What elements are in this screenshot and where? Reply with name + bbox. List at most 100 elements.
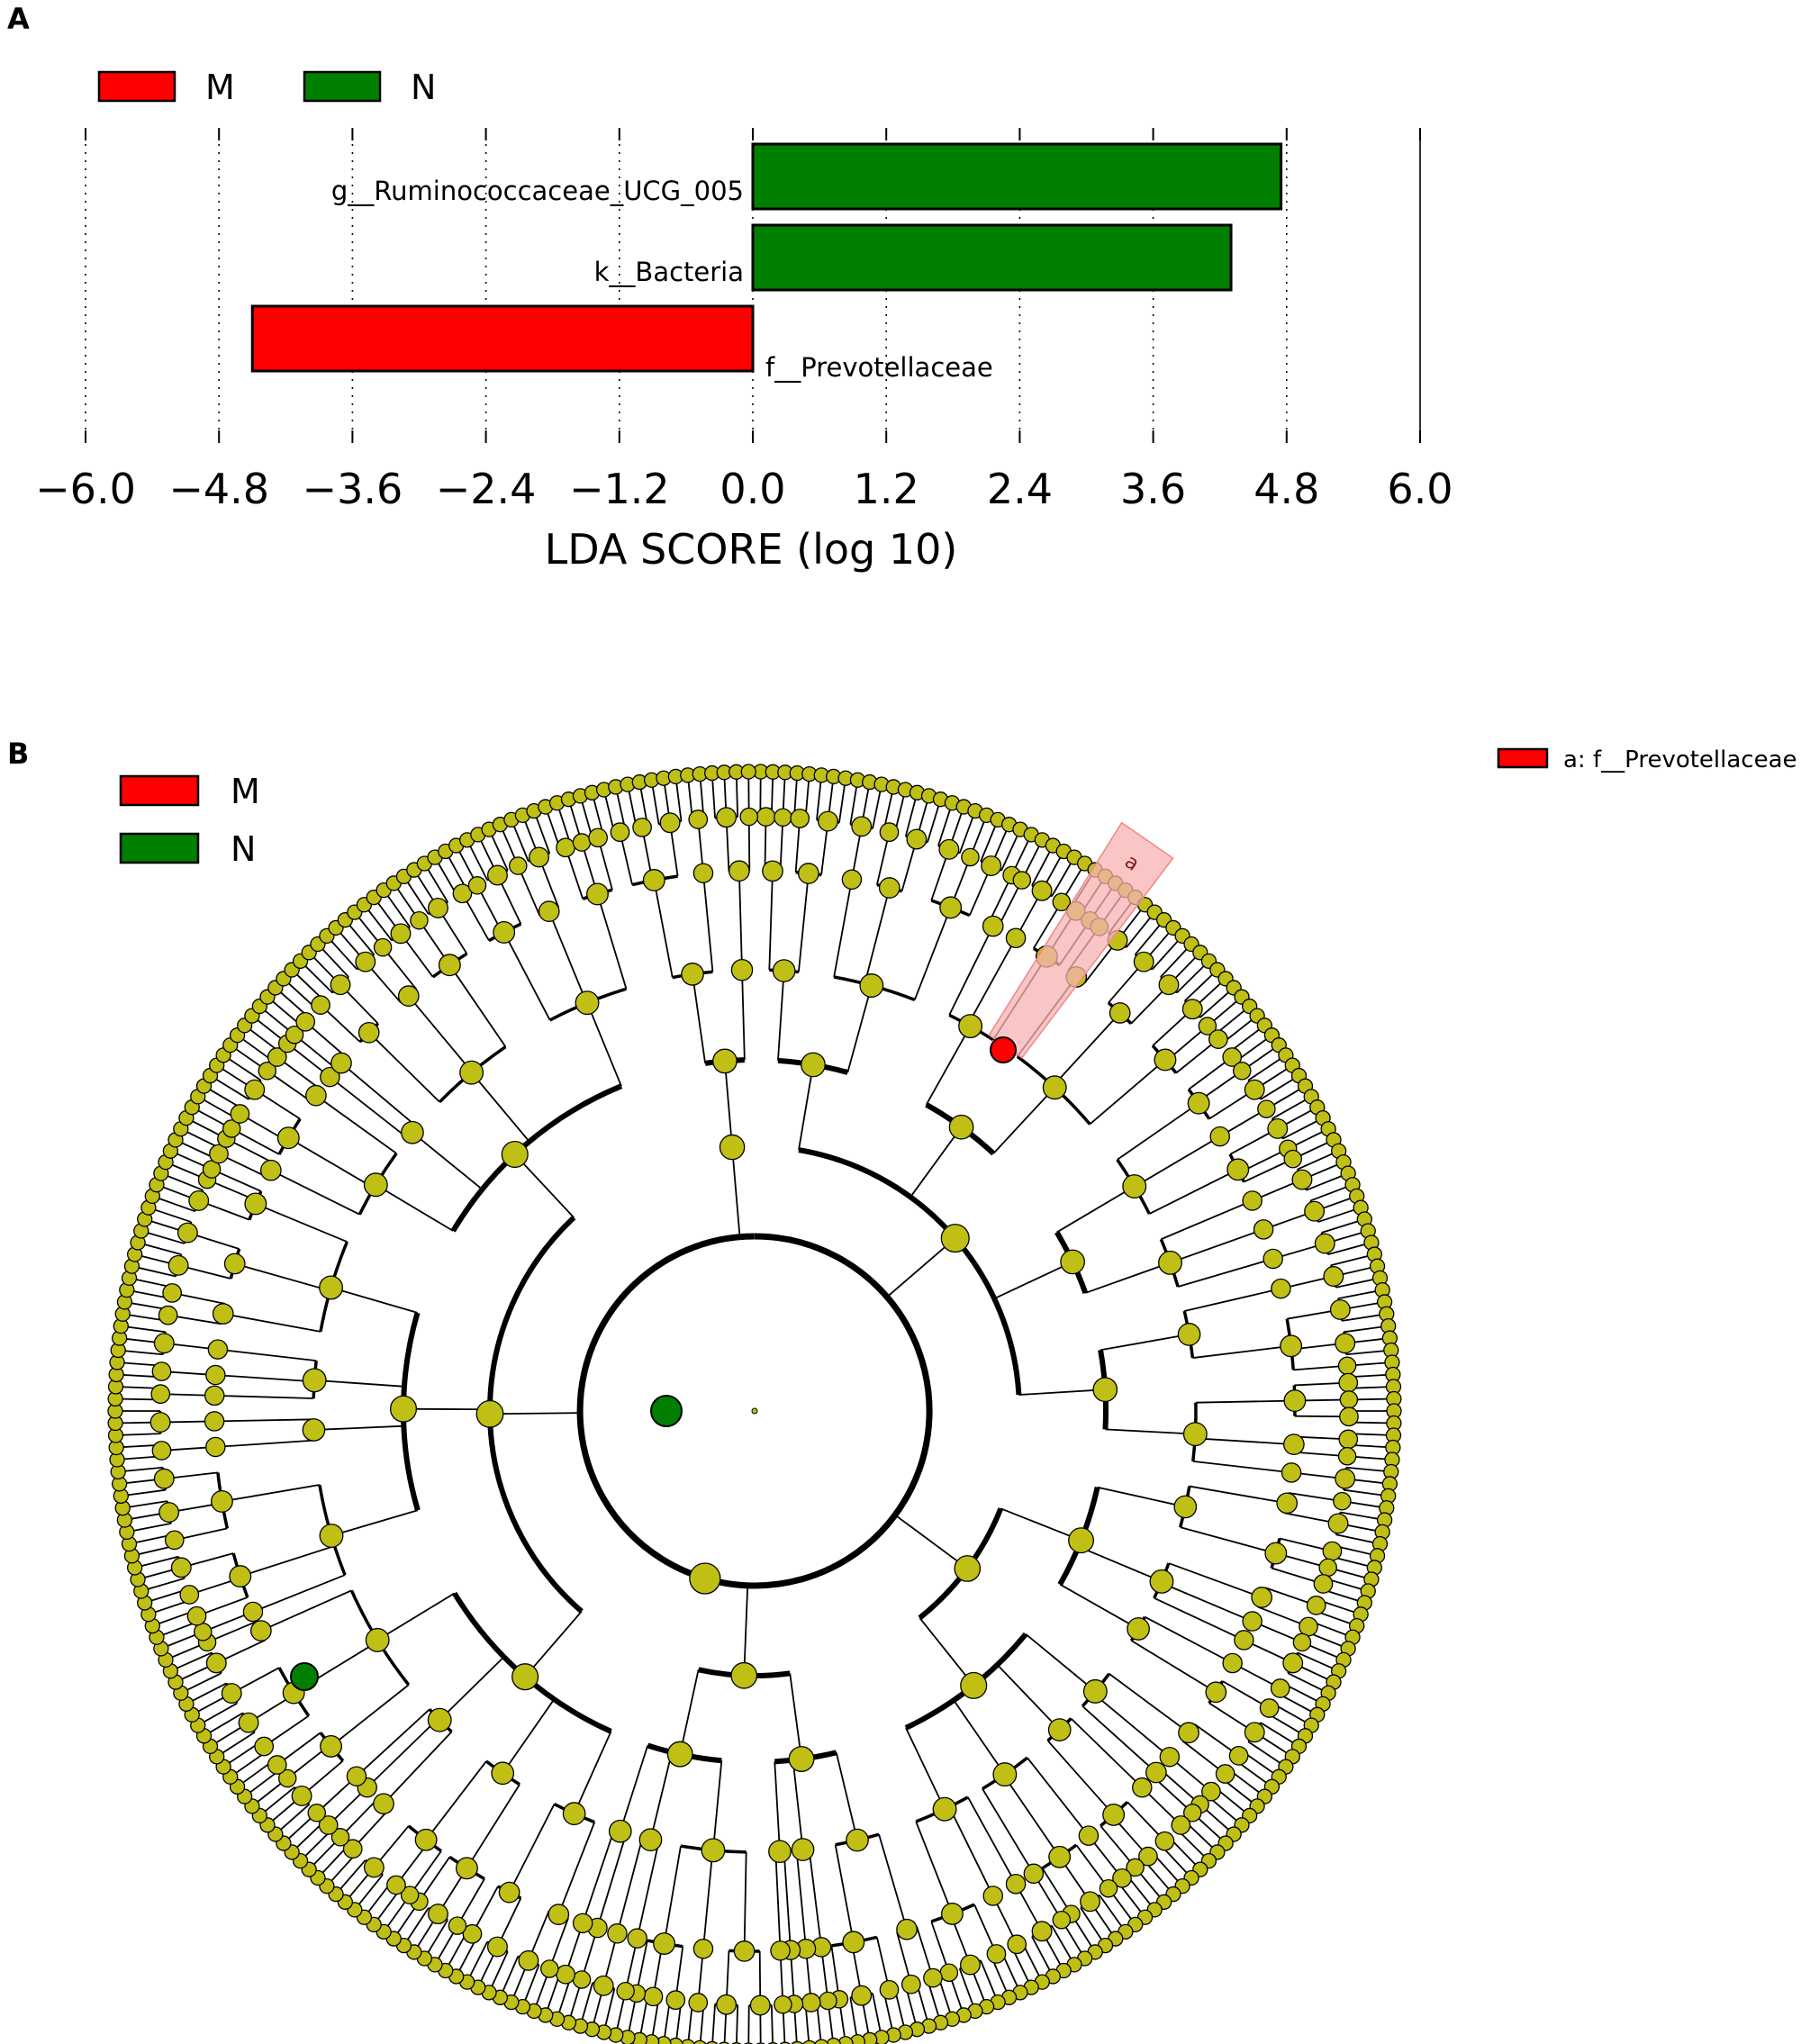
taxon-node: [230, 1104, 250, 1124]
x-tick-labels: −6.0 −4.8 −3.6 −2.4 −1.2 0.0 1.2 2.4 3.6 4.8 6.0: [35, 465, 1453, 513]
taxon-node: [1005, 1873, 1027, 1895]
taxon-node: [1052, 892, 1072, 912]
branch-line: [502, 1698, 556, 1774]
taxon-node: [342, 1839, 363, 1859]
branch-line: [619, 1745, 649, 1832]
taxon-node: [572, 833, 592, 852]
branch-line: [508, 1804, 556, 1894]
taxon-node: [768, 1840, 792, 1864]
bar: [250, 304, 755, 373]
taxon-node: [518, 1949, 539, 1971]
branch-line: [1168, 1562, 1263, 1598]
taxon-node: [346, 1766, 367, 1786]
taxon-node: [1182, 1422, 1208, 1447]
branch-line: [919, 1617, 974, 1687]
clade-arc: [576, 1233, 933, 1589]
branch-line: [252, 1574, 346, 1613]
branch-line: [846, 985, 873, 1073]
taxon-node: [1333, 1491, 1352, 1511]
legend-label-m: M: [205, 68, 235, 107]
taxon-node: [616, 1981, 635, 2001]
taxon-node: [1154, 1048, 1177, 1072]
taxon-node: [610, 822, 630, 843]
taxon-node: [501, 1140, 529, 1169]
branch-line: [234, 1262, 330, 1292]
taxon-node: [1042, 1075, 1067, 1100]
taxon-node: [1314, 1233, 1335, 1254]
taxon-node: [254, 1736, 275, 1757]
taxon-node: [158, 1305, 178, 1325]
taxon-node: [1313, 1574, 1334, 1594]
branch-line: [582, 1829, 616, 1924]
branch-line: [470, 1072, 530, 1143]
taxon-node: [960, 1671, 988, 1699]
branch-line: [798, 1064, 814, 1151]
branch-line: [367, 1717, 439, 1788]
taxon-node: [643, 1986, 664, 2007]
taxon-node: [1259, 1698, 1280, 1718]
taxon-node: [1173, 1495, 1198, 1519]
taxon-node: [176, 1222, 198, 1244]
taxon-node: [1234, 1630, 1254, 1651]
taxon-node: [593, 1975, 614, 1996]
taxon-node: [1102, 1803, 1126, 1826]
branch-line: [948, 1806, 994, 1896]
taxon-node: [1132, 1777, 1153, 1798]
branch-line: [1000, 1507, 1082, 1542]
clado-legend-label-n: N: [231, 829, 256, 869]
taxon-node: [267, 1047, 287, 1067]
taxon-node: [859, 973, 884, 998]
x-tick-label: 6.0: [1387, 465, 1453, 513]
taxon-node: [801, 1993, 821, 2012]
taxon-node: [221, 1683, 242, 1704]
taxon-node: [452, 883, 473, 904]
taxon-node: [397, 985, 420, 1008]
taxon-node: [207, 1339, 229, 1360]
significant-node-ruminococcaceae: [290, 1662, 319, 1691]
taxon-node: [1127, 1617, 1150, 1641]
taxon-node: [642, 869, 665, 891]
branch-line: [774, 1761, 781, 1852]
taxon-node: [756, 807, 776, 827]
branch-line: [1046, 1740, 1115, 1816]
taxon-node: [428, 1904, 448, 1925]
taxon-node: [493, 921, 516, 944]
taxon-node: [791, 2040, 804, 2044]
taxon-node: [1007, 1934, 1027, 1955]
taxon-node: [1109, 1002, 1131, 1024]
taxon-node: [285, 1025, 304, 1045]
taxon-node: [762, 860, 783, 882]
branch-line: [330, 1287, 418, 1314]
taxon-node: [1292, 1632, 1312, 1652]
branch-line: [731, 1146, 741, 1237]
taxon-node: [373, 937, 393, 957]
taxon-node: [462, 1923, 483, 1944]
branch-line: [466, 1784, 520, 1869]
branch-line: [1117, 1102, 1199, 1161]
x-tick-label: −1.2: [569, 465, 670, 513]
branch-line: [368, 1032, 440, 1103]
taxon-node: [692, 863, 714, 883]
taxon-node: [1031, 880, 1053, 901]
branch-line: [573, 1731, 612, 1814]
bar-label: k__Bacteria: [594, 257, 744, 287]
significant-node-prevotellaceae: [990, 1036, 1017, 1063]
branch-line: [557, 1822, 596, 1915]
taxon-node: [666, 1741, 693, 1768]
branch-line: [948, 926, 994, 1016]
taxon-node: [400, 1886, 420, 1904]
taxon-node: [740, 764, 756, 780]
taxon-node: [202, 1160, 222, 1179]
branch-line: [783, 1850, 792, 1950]
taxon-node: [1122, 1174, 1147, 1198]
branch-line: [1056, 1185, 1136, 1234]
taxon-node: [307, 1804, 327, 1822]
taxon-node: [1337, 1446, 1357, 1466]
taxon-node: [1283, 1389, 1307, 1413]
taxon-node: [992, 1762, 1018, 1787]
branch-line: [330, 1684, 410, 1748]
clado-legend-swatch-n: [119, 832, 200, 864]
taxon-node: [319, 1275, 344, 1300]
branch-line: [649, 1751, 673, 1841]
branch-line: [255, 1203, 348, 1243]
